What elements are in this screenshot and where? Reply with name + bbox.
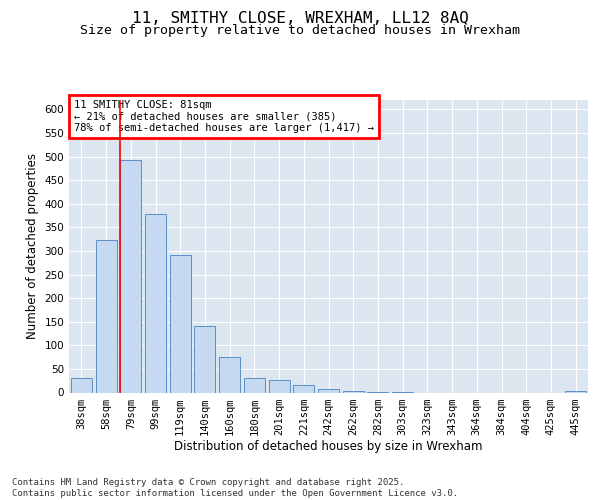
Text: 11 SMITHY CLOSE: 81sqm
← 21% of detached houses are smaller (385)
78% of semi-de: 11 SMITHY CLOSE: 81sqm ← 21% of detached…: [74, 100, 374, 133]
Bar: [194, 326, 215, 392]
Bar: [120, 160, 141, 392]
Bar: [170, 255, 191, 392]
Bar: [318, 388, 339, 392]
Bar: [244, 378, 265, 392]
Bar: [343, 391, 364, 392]
X-axis label: Distribution of detached houses by size in Wrexham: Distribution of detached houses by size …: [174, 440, 483, 454]
Bar: [95, 240, 116, 392]
Y-axis label: Number of detached properties: Number of detached properties: [26, 153, 39, 340]
Text: Contains HM Land Registry data © Crown copyright and database right 2025.
Contai: Contains HM Land Registry data © Crown c…: [12, 478, 458, 498]
Bar: [293, 386, 314, 392]
Bar: [219, 357, 240, 392]
Bar: [145, 214, 166, 392]
Bar: [269, 380, 290, 392]
Text: 11, SMITHY CLOSE, WREXHAM, LL12 8AQ: 11, SMITHY CLOSE, WREXHAM, LL12 8AQ: [131, 11, 469, 26]
Bar: [565, 391, 586, 392]
Text: Size of property relative to detached houses in Wrexham: Size of property relative to detached ho…: [80, 24, 520, 37]
Bar: [71, 378, 92, 392]
